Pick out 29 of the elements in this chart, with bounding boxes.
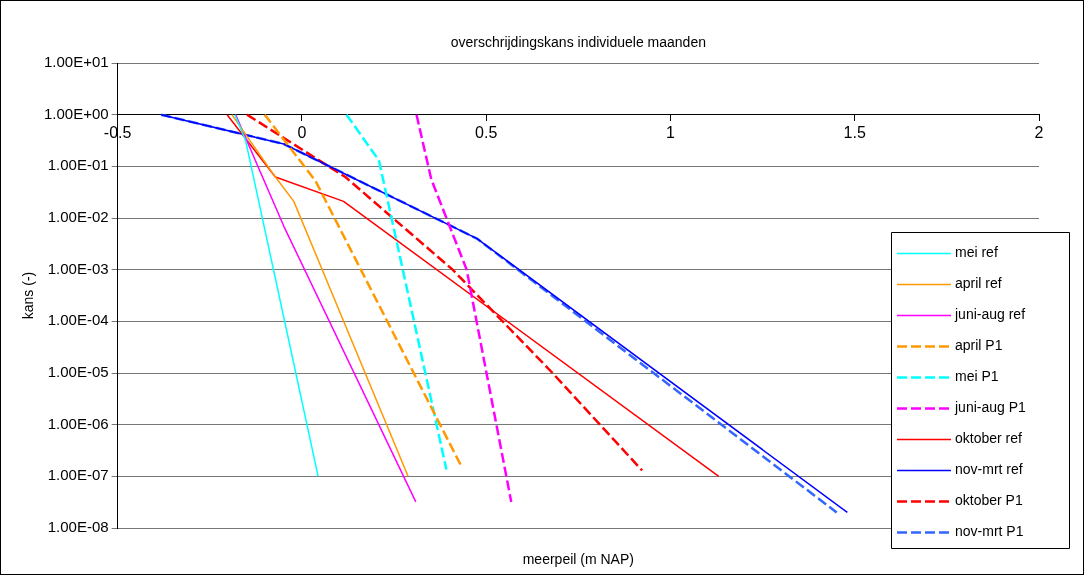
line-series [415, 113, 513, 504]
x-axis-title: meerpeil (m NAP) [522, 550, 634, 567]
y-tick-label: 1.00E-07 [47, 466, 109, 484]
legend-label: oktober P1 [955, 492, 1023, 509]
legend-label: oktober ref [955, 430, 1023, 447]
y-tick-label: 1.00E-08 [47, 518, 109, 536]
legend-label: nov-mrt P1 [955, 523, 1024, 540]
x-tick-label: 1.5 [843, 123, 866, 141]
legend-label: juni-aug ref [954, 306, 1026, 323]
y-tick-label: 1.00E+01 [43, 53, 109, 71]
legend-label: april ref [955, 275, 1002, 292]
x-tick-label: 0 [297, 123, 307, 141]
y-tick-label: 1.00E-01 [47, 156, 109, 174]
legend-label: april P1 [955, 337, 1003, 354]
y-tick-label: 1.00E-04 [47, 311, 109, 329]
y-tick-label: 1.00E-02 [47, 208, 109, 226]
x-tick-label: 1 [666, 123, 675, 141]
y-tick-label: 1.00E-03 [47, 259, 109, 277]
y-tick-label: 1.00E+00 [43, 104, 109, 122]
chart-title: overschrijdingskans individuele maanden [450, 33, 706, 50]
x-tick-label: 0.5 [475, 123, 498, 141]
legend-label: mei ref [955, 244, 998, 261]
legend-label: juni-aug P1 [954, 399, 1027, 416]
legend-label: mei P1 [955, 368, 999, 385]
y-tick-label: 1.00E-06 [47, 414, 109, 432]
x-tick-label: 2 [1034, 123, 1044, 141]
y-axis-title: kans (-) [19, 271, 36, 320]
y-tick-label: 1.00E-05 [47, 363, 109, 381]
legend-label: nov-mrt ref [955, 461, 1023, 478]
